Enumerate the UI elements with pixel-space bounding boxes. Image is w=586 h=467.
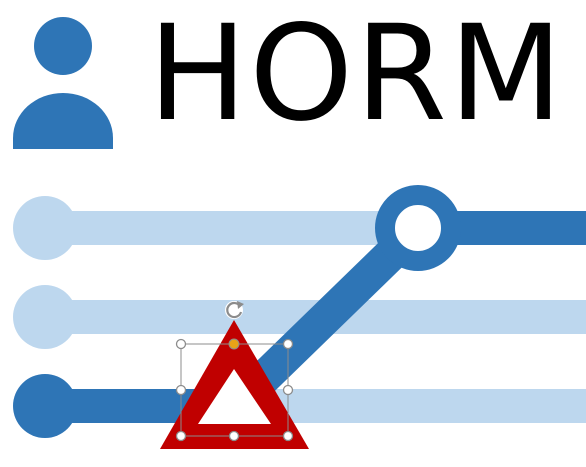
resize-handle-top-right[interactable]: [282, 338, 294, 350]
resize-handle-bottom-left[interactable]: [175, 430, 187, 442]
person-icon: [13, 17, 113, 149]
resize-handles[interactable]: [175, 338, 294, 442]
track-line-top: [13, 196, 415, 260]
track-line-bottom-inactive: [270, 389, 586, 423]
resize-handle-bottom-center[interactable]: [228, 430, 240, 442]
warning-triangle-icon[interactable]: [160, 320, 309, 449]
junction-node: [375, 185, 461, 271]
resize-handle-middle-left[interactable]: [175, 384, 187, 396]
resize-handle-middle-right[interactable]: [282, 384, 294, 396]
title-text: HORM: [148, 0, 565, 151]
resize-handle-top-left[interactable]: [175, 338, 187, 350]
adjust-handle[interactable]: [228, 338, 240, 350]
rotate-icon[interactable]: [225, 301, 244, 319]
resize-handle-bottom-right[interactable]: [282, 430, 294, 442]
